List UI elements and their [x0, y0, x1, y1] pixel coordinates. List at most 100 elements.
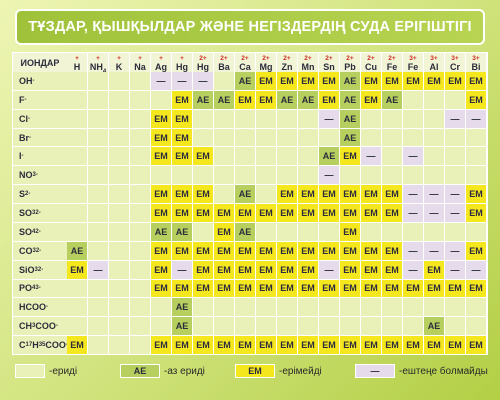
solubility-cell: EM	[256, 336, 276, 354]
cation-charge: +	[138, 54, 142, 62]
formula-part: CO	[19, 245, 33, 256]
solubility-cell	[361, 128, 381, 147]
solubility-cell: EM	[298, 336, 318, 354]
solubility-cell: EM	[193, 204, 213, 222]
formula-part: Zn	[281, 61, 293, 72]
solubility-cell	[67, 72, 87, 90]
solubility-cell	[193, 166, 213, 185]
solubility-cell: —	[319, 109, 339, 128]
solubility-cell: —	[172, 260, 192, 279]
formula-part: H	[73, 61, 81, 72]
cation-symbol: Hg	[176, 61, 188, 72]
formula-part: Ba	[218, 61, 230, 72]
solubility-cell	[256, 317, 276, 336]
solubility-cell: AE	[214, 90, 234, 109]
cation-header: 3+ Cr	[445, 53, 465, 72]
solubility-cell: —	[466, 109, 486, 128]
solubility-cell: EM	[445, 72, 465, 90]
solubility-cell	[67, 317, 87, 336]
solubility-cell: AE	[382, 90, 402, 109]
solubility-cell: EM	[319, 336, 339, 354]
cation-charge: 2+	[241, 54, 249, 62]
solubility-cell	[319, 128, 339, 147]
solubility-cell: EM	[256, 72, 276, 90]
solubility-cell	[109, 204, 129, 222]
solubility-cell	[466, 222, 486, 241]
solubility-cell	[214, 128, 234, 147]
anion-label: Br -	[13, 128, 67, 147]
cation-symbol: Na	[134, 62, 146, 72]
solubility-cell: AE	[298, 90, 318, 109]
solubility-cell: —	[403, 241, 423, 260]
solubility-cell	[403, 166, 423, 185]
solubility-cell	[130, 279, 150, 298]
solubility-cell: —	[445, 185, 465, 204]
solubility-cell: EM	[151, 204, 171, 222]
solubility-cell: AE	[340, 128, 360, 147]
solubility-cell: EM	[193, 147, 213, 166]
anion-label: Cl -	[13, 109, 67, 128]
solubility-cell	[298, 166, 318, 185]
solubility-cell: EM	[298, 260, 318, 279]
formula-part: K	[115, 61, 123, 72]
solubility-cell	[88, 185, 108, 204]
solubility-cell: EM	[256, 241, 276, 260]
solubility-cell: EM	[361, 260, 381, 279]
solubility-cell	[466, 128, 486, 147]
solubility-cell: EM	[361, 241, 381, 260]
solubility-cell: EM	[466, 185, 486, 204]
solubility-cell: —	[445, 109, 465, 128]
solubility-cell	[256, 128, 276, 147]
solubility-cell	[277, 298, 297, 317]
solubility-cell: EM	[424, 336, 444, 354]
legend-swatch: EM	[235, 364, 275, 378]
solubility-cell	[382, 298, 402, 317]
anion-label: SO 4 2-	[13, 222, 67, 241]
solubility-cell: AE	[151, 222, 171, 241]
formula-part: Cl	[19, 113, 28, 124]
solubility-cell	[151, 317, 171, 336]
solubility-cell: EM	[277, 260, 297, 279]
solubility-cell	[256, 109, 276, 128]
formula-part: H	[32, 340, 39, 351]
formula-part: Hg	[176, 61, 188, 72]
solubility-cell	[109, 147, 129, 166]
cation-charge: 3+	[430, 54, 438, 62]
solubility-cell	[424, 90, 444, 109]
formula-part: SiO	[19, 264, 35, 275]
solubility-cell: EM	[235, 260, 255, 279]
solubility-cell	[88, 336, 108, 354]
solubility-cell	[319, 317, 339, 336]
solubility-cell: EM	[151, 336, 171, 354]
solubility-cell	[403, 222, 423, 241]
solubility-cell: EM	[298, 185, 318, 204]
solubility-cell	[382, 317, 402, 336]
cation-charge: +	[117, 54, 121, 62]
solubility-cell: EM	[319, 72, 339, 90]
formula-part: Ag	[155, 61, 167, 72]
cation-symbol: Fe	[407, 61, 419, 72]
solubility-cell: AE	[235, 222, 255, 241]
solubility-cell	[193, 317, 213, 336]
cation-symbol: H	[73, 61, 81, 72]
cation-symbol: Pb	[344, 62, 356, 72]
formula-part: Ca	[239, 61, 251, 72]
formula-part: Mn	[301, 61, 315, 72]
solubility-cell	[235, 128, 255, 147]
cation-symbol: Cu	[365, 62, 377, 72]
formula-part: Fe	[407, 61, 419, 72]
solubility-cell: EM	[298, 204, 318, 222]
solubility-cell: EM	[193, 185, 213, 204]
solubility-cell	[109, 279, 129, 298]
cation-charge: +	[180, 54, 184, 62]
solubility-cell	[109, 72, 129, 90]
solubility-cell	[88, 109, 108, 128]
cation-charge: 2+	[220, 54, 228, 62]
formula-part: S	[19, 189, 26, 200]
formula-part: Bi	[471, 61, 481, 72]
solubility-cell	[109, 241, 129, 260]
solubility-cell: EM	[151, 128, 171, 147]
formula-part: Al	[429, 61, 439, 72]
cation-symbol: Bi	[471, 61, 481, 72]
